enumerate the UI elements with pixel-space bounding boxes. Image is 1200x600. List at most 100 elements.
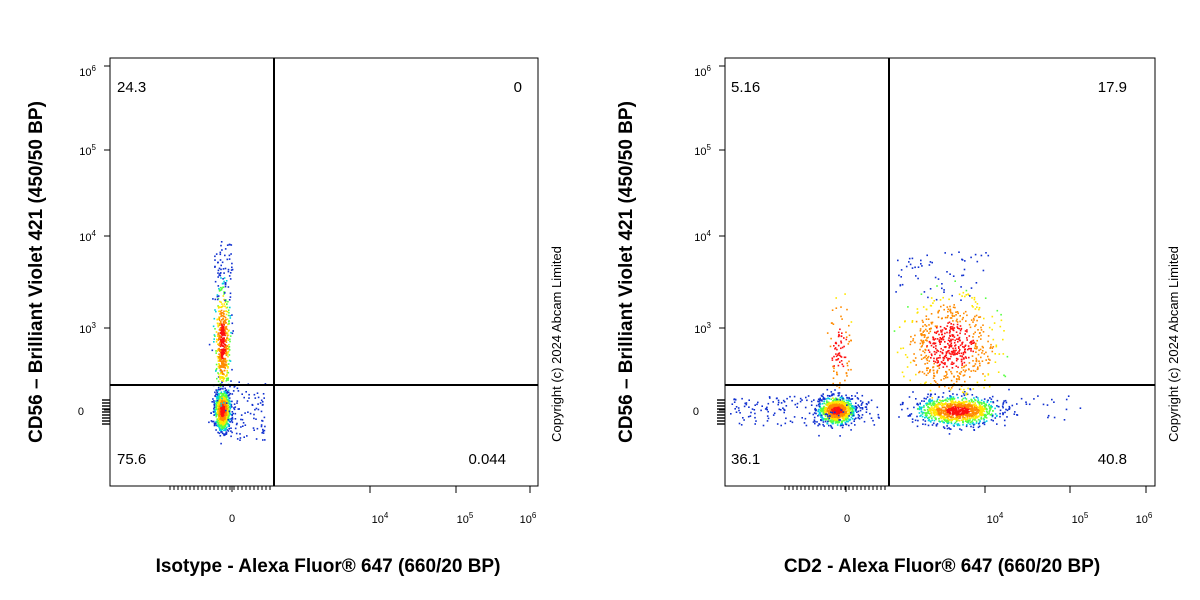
dot-sparse-2 xyxy=(961,274,963,277)
dot-sparse-1 xyxy=(254,408,256,411)
dot-negative-population-1 xyxy=(215,406,218,408)
dot-cd2-cd56-population-2 xyxy=(967,345,970,347)
dot-sparse-2 xyxy=(754,423,756,425)
dot-sparse-2 xyxy=(782,407,784,409)
dot-cd2-cd56-population-2 xyxy=(925,308,928,311)
dot-negative-population-1 xyxy=(213,406,216,409)
dot-cd2-positive-population-2 xyxy=(946,409,949,411)
dot-cd2-positive-population-2 xyxy=(935,400,938,403)
dot-cd2-cd56-population-2 xyxy=(902,347,905,349)
dot-cd56-bright-population-1 xyxy=(227,377,230,379)
dot-cd2-positive-population-2 xyxy=(1001,405,1004,407)
dot-cd2-positive-population-2 xyxy=(924,414,927,417)
dot-cd2-cd56-population-2 xyxy=(933,339,935,341)
dot-sparse-2 xyxy=(791,421,794,424)
dot-cd2-positive-population-2 xyxy=(958,424,961,427)
dot-sparse-2 xyxy=(960,299,962,301)
dot-sparse-2 xyxy=(963,268,966,271)
dot-sparse-2 xyxy=(735,406,738,408)
dot-sparse-2 xyxy=(946,271,948,273)
dot-cd2-cd56-population-2 xyxy=(964,330,967,332)
dot-cd56-bright-population-1 xyxy=(226,374,228,377)
dot-cd56-only-population-2 xyxy=(841,332,843,334)
dot-sparse-2 xyxy=(943,291,945,293)
dot-sparse-1 xyxy=(230,435,232,438)
dot-negative-population-1 xyxy=(225,422,228,425)
dot-double-negative-population-2 xyxy=(828,403,830,405)
dot-sparse-2 xyxy=(754,404,756,406)
dot-cd2-positive-population-2 xyxy=(983,398,986,400)
dot-sparse-1 xyxy=(234,412,237,415)
dot-sparse-2 xyxy=(786,397,788,400)
dot-cd2-cd56-population-2 xyxy=(972,365,974,368)
dot-cd2-positive-population-2 xyxy=(949,404,952,406)
dot-negative-population-1 xyxy=(224,421,227,424)
dot-double-negative-population-2 xyxy=(838,421,841,423)
dot-cd2-positive-population-2 xyxy=(970,421,973,423)
dot-cd2-cd56-population-2 xyxy=(951,353,953,356)
dot-cd2-cd56-population-2 xyxy=(926,346,928,348)
dot-cd56-only-population-2 xyxy=(850,368,852,371)
dot-cd2-positive-population-2 xyxy=(964,403,967,406)
dot-cd2-positive-population-2 xyxy=(959,409,962,412)
dot-double-negative-population-2 xyxy=(846,416,848,418)
dot-cd2-cd56-population-2 xyxy=(922,306,925,308)
dot-cd2-positive-population-2 xyxy=(920,410,923,412)
dot-cd2-positive-population-2 xyxy=(909,413,911,416)
dot-double-negative-population-2 xyxy=(841,426,844,429)
dot-cd2-cd56-population-2 xyxy=(970,348,972,350)
dot-cd2-cd56-population-2 xyxy=(979,364,981,367)
dot-cd2-positive-population-2 xyxy=(909,415,912,417)
dot-cd2-positive-population-2 xyxy=(977,411,979,414)
dot-double-negative-population-2 xyxy=(829,419,831,422)
dot-cd2-positive-population-2 xyxy=(947,406,950,409)
dot-cd56-bright-population-1 xyxy=(220,328,223,330)
dot-cd2-cd56-population-2 xyxy=(972,333,975,335)
dot-cd2-cd56-population-2 xyxy=(935,347,937,350)
dot-cd2-cd56-population-2 xyxy=(976,319,978,322)
dot-double-negative-population-2 xyxy=(830,402,833,405)
dot-cd56-only-population-2 xyxy=(841,318,843,320)
dot-cd56-bright-population-1 xyxy=(221,376,224,378)
dot-sparse-2 xyxy=(743,419,745,421)
dot-cd2-cd56-population-2 xyxy=(967,368,970,370)
dot-cd2-positive-population-2 xyxy=(963,394,966,397)
dot-sparse-1 xyxy=(229,292,232,295)
dot-sparse-2 xyxy=(772,414,775,416)
dot-cd2-cd56-population-2 xyxy=(947,359,949,362)
dot-cd2-cd56-population-2 xyxy=(988,326,991,329)
dot-double-negative-population-2 xyxy=(841,423,843,425)
dot-double-negative-population-2 xyxy=(834,422,837,424)
dot-cd2-positive-population-2 xyxy=(913,406,915,409)
dot-cd2-positive-population-2 xyxy=(975,411,978,414)
dot-sparse-1 xyxy=(229,278,232,280)
dot-cd2-cd56-population-2 xyxy=(937,330,939,333)
y-axis-ticks-2 xyxy=(719,65,725,411)
dot-cd2-cd56-population-2 xyxy=(992,346,995,348)
dot-cd56-only-population-2 xyxy=(835,355,838,358)
dot-cd2-cd56-population-2 xyxy=(956,311,959,313)
dot-cd56-only-population-2 xyxy=(838,334,840,336)
dot-cd2-cd56-population-2 xyxy=(934,353,936,356)
dot-double-negative-population-2 xyxy=(821,402,824,405)
dot-cd2-positive-population-2 xyxy=(973,423,976,426)
dot-sparse-2 xyxy=(751,408,754,410)
dot-double-negative-population-2 xyxy=(823,400,826,402)
dot-cd2-cd56-population-2 xyxy=(964,356,967,358)
dot-negative-population-1 xyxy=(211,401,213,403)
dot-cd56-bright-population-1 xyxy=(224,360,226,363)
dot-cd2-cd56-population-2 xyxy=(980,329,983,331)
dot-cd56-only-population-2 xyxy=(834,348,836,350)
dot-cd2-positive-population-2 xyxy=(906,407,909,410)
dot-cd2-cd56-population-2 xyxy=(950,338,952,341)
dot-cd2-cd56-population-2 xyxy=(972,321,974,323)
dot-negative-population-1 xyxy=(230,430,232,432)
dot-cd2-cd56-population-2 xyxy=(948,345,951,348)
dot-double-negative-population-2 xyxy=(837,402,839,405)
dot-cd2-cd56-population-2 xyxy=(971,297,973,299)
dot-double-negative-population-2 xyxy=(828,395,831,397)
dot-cd56-bright-population-1 xyxy=(219,383,222,385)
dot-cd2-positive-population-2 xyxy=(950,419,952,421)
dot-double-negative-population-2 xyxy=(822,419,825,421)
dot-cd2-positive-population-2 xyxy=(987,405,990,407)
